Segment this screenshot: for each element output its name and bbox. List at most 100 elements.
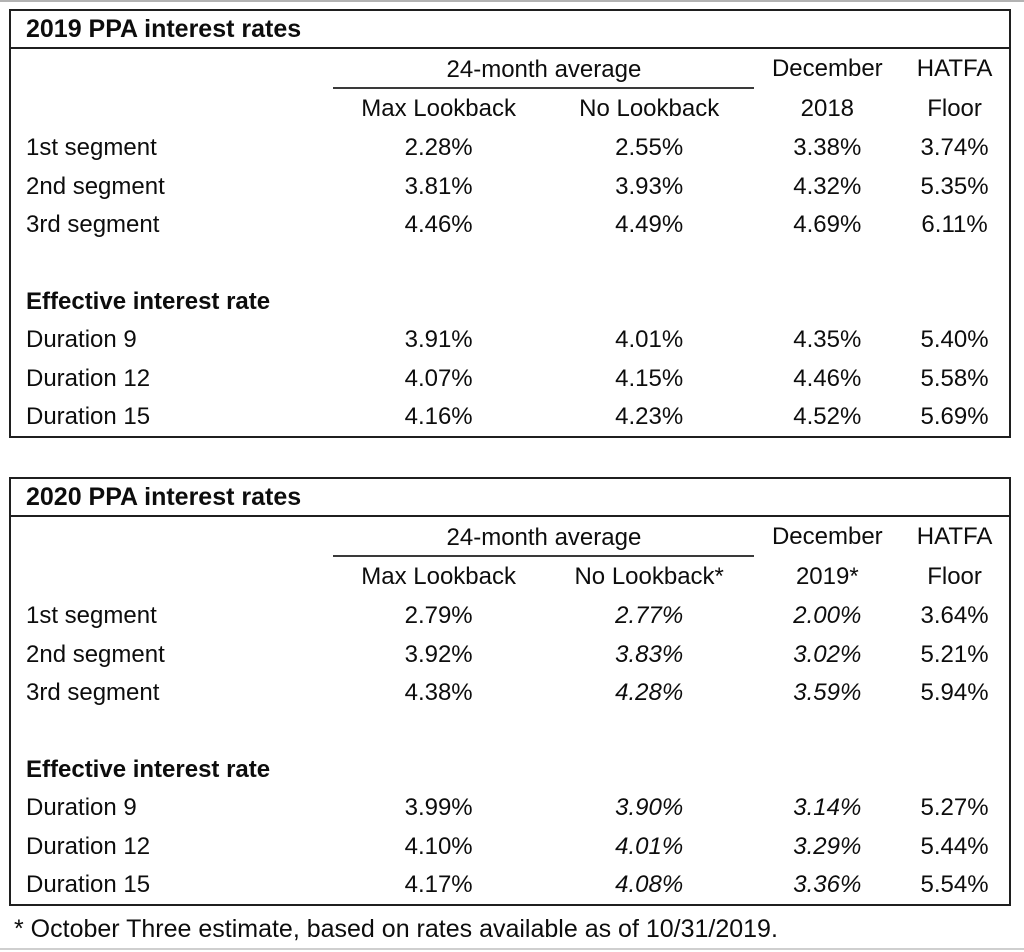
cell-december: 4.32%: [793, 172, 862, 200]
cell-hatfa-floor: 5.40%: [920, 326, 989, 354]
cell-december: 4.52%: [793, 402, 862, 430]
table-row: 2nd segment 3.81% 3.93% 4.32% 5.35%: [11, 167, 1009, 205]
cell-no-lookback: 4.01%: [615, 832, 684, 860]
cell-no-lookback: 4.08%: [615, 870, 684, 898]
row-label: 1st segment: [26, 134, 157, 162]
cell-december: 4.46%: [793, 364, 862, 392]
header-row-group: 24-month average December HATFA: [11, 517, 1009, 557]
cell-max-lookback: 4.16%: [404, 402, 473, 430]
table-row: Duration 9 3.91% 4.01% 4.35% 5.40%: [11, 321, 1009, 359]
cell-max-lookback: 4.07%: [404, 364, 473, 392]
cell-no-lookback: 2.55%: [615, 134, 684, 162]
row-label: Duration 15: [26, 870, 151, 898]
header-year: 2019*: [795, 563, 859, 590]
cell-december: 3.02%: [793, 640, 862, 668]
cell-max-lookback: 3.81%: [404, 172, 473, 200]
cell-max-lookback: 2.28%: [404, 134, 473, 162]
header-no-lookback: No Lookback: [579, 95, 720, 122]
footnote: * October Three estimate, based on rates…: [14, 915, 778, 943]
cell-no-lookback: 3.93%: [615, 172, 684, 200]
cell-hatfa-floor: 5.69%: [920, 402, 989, 430]
table-title: 2019 PPA interest rates: [11, 11, 1009, 49]
header-hatfa: HATFA: [916, 55, 993, 82]
cell-max-lookback: 4.46%: [404, 210, 473, 238]
cell-no-lookback: 4.01%: [615, 326, 684, 354]
row-label: Duration 12: [26, 364, 151, 392]
cell-no-lookback: 4.28%: [615, 678, 684, 706]
row-label: 2nd segment: [26, 172, 165, 200]
table-row: Duration 12 4.10% 4.01% 3.29% 5.44%: [11, 827, 1009, 865]
spacer-row: [11, 244, 1009, 282]
group-header-24-month-average: 24-month average: [333, 520, 755, 557]
cell-no-lookback: 2.77%: [615, 602, 684, 630]
row-label: Duration 9: [26, 326, 137, 354]
row-label: 3rd segment: [26, 678, 160, 706]
crop-artifact-bottom-line: [0, 948, 1024, 950]
header-row-sub: Max Lookback No Lookback 2018 Floor: [11, 89, 1009, 129]
cell-december: 3.36%: [793, 870, 862, 898]
row-label: 3rd segment: [26, 210, 160, 238]
cell-max-lookback: 4.17%: [404, 870, 473, 898]
cell-max-lookback: 4.10%: [404, 832, 473, 860]
header-december: December: [771, 523, 883, 550]
header-december: December: [771, 55, 883, 82]
table-row: 2nd segment 3.92% 3.83% 3.02% 5.21%: [11, 635, 1009, 673]
spacer-row: [11, 712, 1009, 750]
header-hatfa: HATFA: [916, 523, 993, 550]
cell-no-lookback: 4.23%: [615, 402, 684, 430]
cell-hatfa-floor: 5.54%: [920, 870, 989, 898]
header-max-lookback: Max Lookback: [361, 95, 516, 122]
group-header-24-month-average: 24-month average: [333, 52, 755, 89]
header-floor: Floor: [927, 95, 982, 122]
table-row: Duration 15 4.16% 4.23% 4.52% 5.69%: [11, 398, 1009, 436]
table-row: 1st segment 2.79% 2.77% 2.00% 3.64%: [11, 597, 1009, 635]
cell-max-lookback: 2.79%: [404, 602, 473, 630]
header-floor: Floor: [927, 563, 982, 590]
row-label: Duration 12: [26, 832, 151, 860]
cell-hatfa-floor: 5.94%: [920, 678, 989, 706]
header-max-lookback: Max Lookback: [361, 563, 516, 590]
cell-hatfa-floor: 5.21%: [920, 640, 989, 668]
header-label-spacer: [11, 89, 333, 129]
cell-december: 3.38%: [793, 134, 862, 162]
cell-hatfa-floor: 5.35%: [920, 172, 989, 200]
cell-no-lookback: 4.49%: [615, 210, 684, 238]
table-row: Duration 9 3.99% 3.90% 3.14% 5.27%: [11, 789, 1009, 827]
row-label: Duration 9: [26, 794, 137, 822]
cell-hatfa-floor: 5.58%: [920, 364, 989, 392]
table-row: Duration 12 4.07% 4.15% 4.46% 5.58%: [11, 359, 1009, 397]
header-label-spacer: [11, 517, 333, 557]
section-header-row: Effective interest rate: [11, 283, 1009, 321]
section-label: Effective interest rate: [26, 755, 271, 783]
table-row: 3rd segment 4.46% 4.49% 4.69% 6.11%: [11, 206, 1009, 244]
cell-hatfa-floor: 5.44%: [920, 832, 989, 860]
table-2020-ppa-rates: 2020 PPA interest rates 24-month average…: [9, 477, 1011, 907]
cell-december: 4.35%: [793, 326, 862, 354]
section-label: Effective interest rate: [26, 287, 271, 315]
cell-december: 4.69%: [793, 210, 862, 238]
cell-hatfa-floor: 5.27%: [920, 794, 989, 822]
header-no-lookback: No Lookback*: [574, 563, 724, 590]
cell-hatfa-floor: 3.64%: [920, 602, 989, 630]
cell-max-lookback: 3.92%: [404, 640, 473, 668]
table-row: Duration 15 4.17% 4.08% 3.36% 5.54%: [11, 866, 1009, 904]
cell-december: 3.29%: [793, 832, 862, 860]
table-row: 1st segment 2.28% 2.55% 3.38% 3.74%: [11, 129, 1009, 167]
cell-max-lookback: 4.38%: [404, 678, 473, 706]
table-row: 3rd segment 4.38% 4.28% 3.59% 5.94%: [11, 674, 1009, 712]
row-label: 1st segment: [26, 602, 157, 630]
header-label-spacer: [11, 557, 333, 597]
header-row-sub: Max Lookback No Lookback* 2019* Floor: [11, 557, 1009, 597]
crop-artifact-top-line: [0, 0, 1024, 2]
header-year: 2018: [800, 95, 855, 122]
cell-hatfa-floor: 3.74%: [920, 134, 989, 162]
cell-no-lookback: 3.83%: [615, 640, 684, 668]
cell-december: 3.59%: [793, 678, 862, 706]
table-2019-ppa-rates: 2019 PPA interest rates 24-month average…: [9, 9, 1011, 439]
table-title: 2020 PPA interest rates: [11, 479, 1009, 517]
cell-no-lookback: 4.15%: [615, 364, 684, 392]
row-label: Duration 15: [26, 402, 151, 430]
header-label-spacer: [11, 49, 333, 89]
cell-hatfa-floor: 6.11%: [921, 210, 988, 238]
row-label: 2nd segment: [26, 640, 165, 668]
